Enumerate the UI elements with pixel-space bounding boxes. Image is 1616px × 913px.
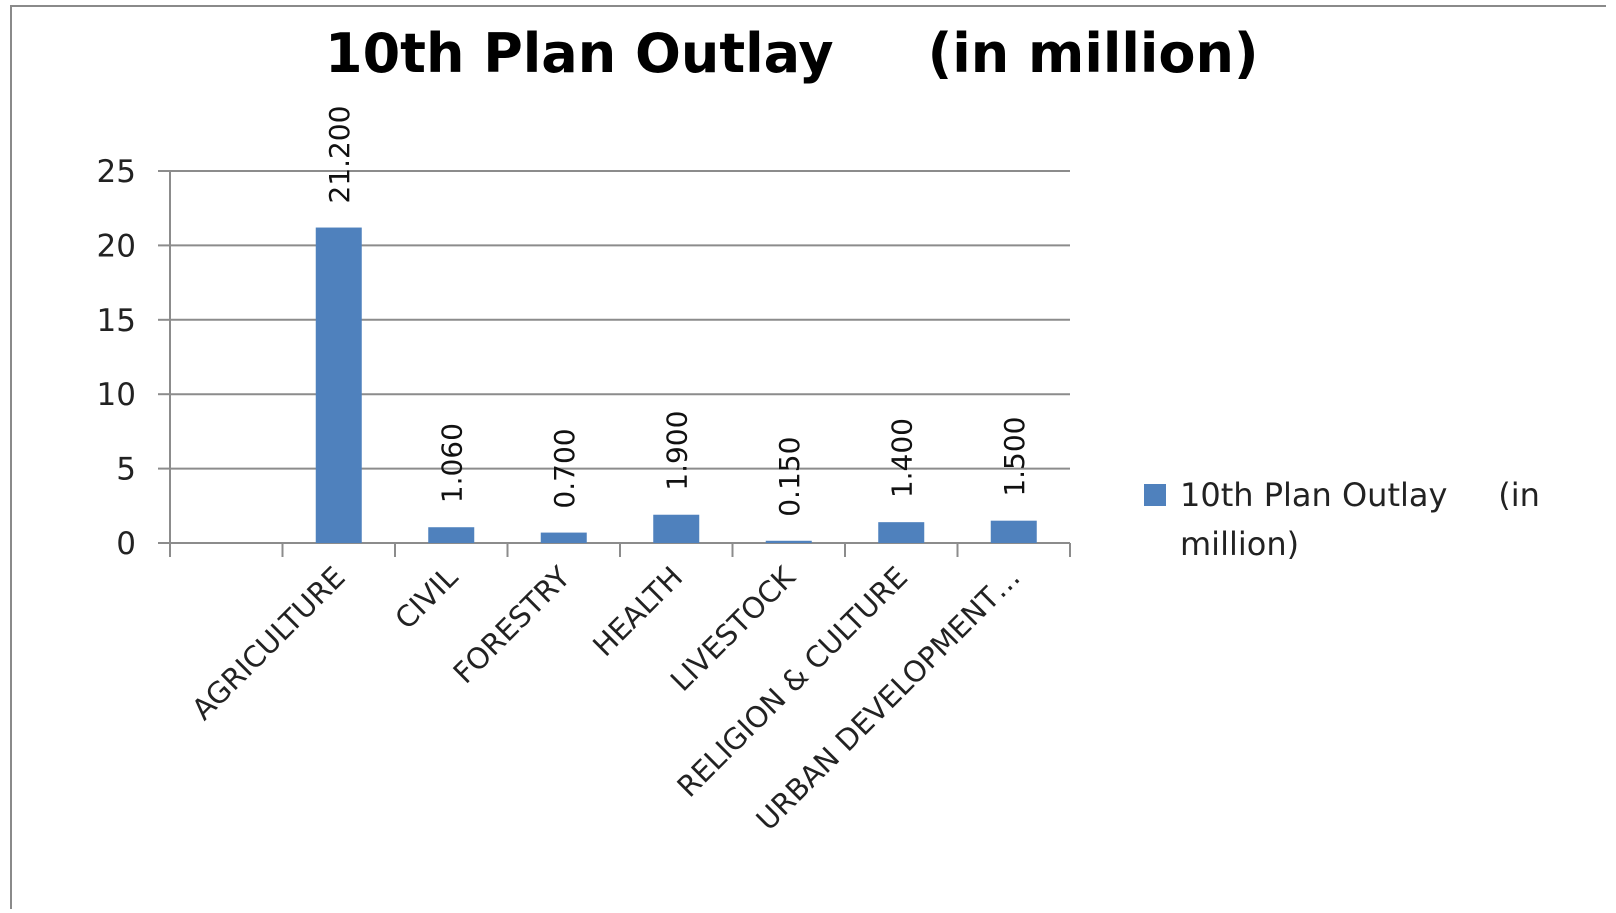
data-label: 1.500 bbox=[998, 417, 1031, 497]
y-tick-label: 25 bbox=[97, 154, 136, 190]
legend-label: 10th Plan Outlay (in bbox=[1180, 476, 1540, 514]
axes bbox=[158, 170, 1071, 557]
bar bbox=[878, 522, 925, 543]
x-category-label: FORESTRY bbox=[447, 560, 577, 690]
data-labels: 21.200 1.060 0.700 1.900 0.150 1.400 1.500 bbox=[323, 106, 1031, 517]
bars bbox=[315, 227, 1037, 543]
y-tick-label: 15 bbox=[97, 303, 136, 339]
bar bbox=[765, 540, 812, 543]
data-label: 0.700 bbox=[548, 428, 581, 508]
x-category-label: RELIGION & CULTURE bbox=[670, 560, 914, 804]
data-label: 21.200 bbox=[323, 106, 356, 204]
chart-title: 10th Plan Outlay (in million) bbox=[325, 22, 1259, 85]
chart-frame bbox=[10, 5, 1606, 909]
data-label: 1.900 bbox=[660, 411, 693, 491]
y-tick-label: 20 bbox=[97, 228, 136, 264]
legend: 10th Plan Outlay (in million) bbox=[1144, 476, 1540, 563]
x-category-label: HEALTH bbox=[586, 560, 689, 663]
y-tick-label: 5 bbox=[116, 452, 136, 488]
y-tick-labels: 0 5 10 15 20 25 bbox=[97, 154, 136, 562]
legend-label: million) bbox=[1180, 525, 1299, 563]
gridlines bbox=[170, 170, 1070, 470]
data-label: 1.060 bbox=[435, 423, 468, 503]
legend-swatch bbox=[1144, 484, 1166, 506]
data-label: 1.400 bbox=[885, 418, 918, 498]
y-tick-label: 0 bbox=[116, 526, 136, 562]
bar bbox=[990, 520, 1037, 543]
data-label: 0.150 bbox=[773, 437, 806, 517]
bar bbox=[653, 514, 700, 543]
bar bbox=[540, 532, 587, 543]
bar bbox=[315, 227, 362, 543]
y-tick-label: 10 bbox=[97, 377, 136, 413]
x-category-label: CIVIL bbox=[388, 560, 464, 636]
bar bbox=[428, 527, 475, 543]
x-category-label: AGRICULTURE bbox=[185, 560, 352, 727]
